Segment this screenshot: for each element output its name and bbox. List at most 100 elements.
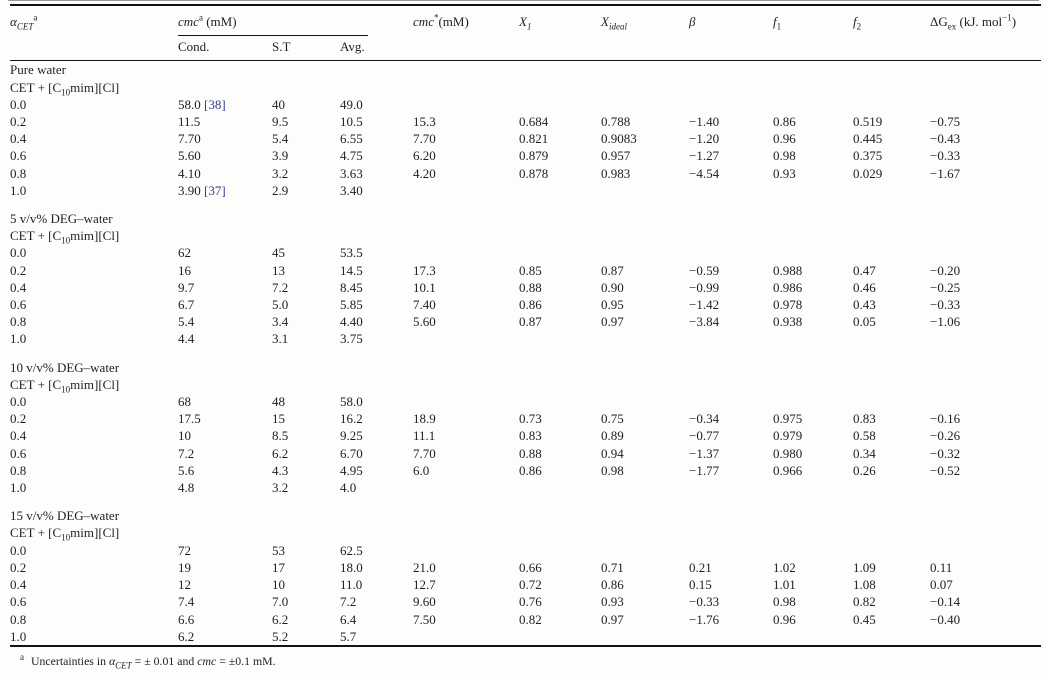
f1-symbol: f — [773, 14, 777, 29]
cell-cmc_star: 15.3 — [413, 114, 436, 130]
cell-avg: 14.5 — [340, 262, 363, 278]
beta-symbol: β — [689, 14, 696, 29]
cell-cond: 7.70 — [178, 131, 201, 147]
cell-f1 — [773, 393, 853, 410]
cell-avg: 4.75 — [340, 148, 363, 164]
table-header: αCETa cmca (mM) cmc*(mM) X1 Xideal β f1 … — [10, 5, 1042, 62]
cell-f1: 0.938 — [773, 314, 803, 330]
cell-xideal: 0.983 — [601, 165, 631, 181]
cell-dgex — [930, 628, 1041, 646]
table-row: 0.4 12 10 11.0 12.7 0.72 0.86 0.15 1.01 1.08 0.07 — [10, 576, 1041, 593]
cell-cond: 7.4 — [178, 594, 195, 610]
cell-f1: 0.986 — [773, 279, 803, 295]
cell-beta: −1.77 — [689, 462, 720, 478]
cell-beta: −1.42 — [689, 297, 720, 313]
cell-x1: 0.86 — [519, 297, 542, 313]
citation-ref[interactable]: [38] — [204, 96, 226, 112]
cell-st: 3.9 — [272, 148, 289, 164]
alpha-subscript: CET — [16, 21, 34, 32]
cell-dgex: −0.16 — [930, 411, 961, 427]
cell-f1 — [773, 542, 853, 559]
cell-cond: 5.60 — [178, 148, 201, 164]
cell-cmc_star: 17.3 — [413, 262, 436, 278]
cell-alpha: 0.8 — [10, 314, 27, 330]
cell-f2 — [853, 628, 930, 646]
cell-beta — [689, 330, 773, 347]
cell-x1: 0.73 — [519, 411, 542, 427]
cell-dgex: −0.40 — [930, 611, 961, 627]
cell-cmc_star — [413, 628, 519, 646]
section-system-cell: CET + [C10mim][Cl] — [10, 525, 120, 544]
cell-f1: 0.96 — [773, 131, 796, 147]
cell-st: 53 — [272, 542, 285, 558]
cell-xideal: 0.957 — [601, 148, 631, 164]
cell-f2: 0.58 — [853, 428, 876, 444]
cell-alpha: 0.6 — [10, 594, 27, 610]
dgex-symbol: ΔG — [930, 14, 948, 29]
cell-dgex — [930, 96, 1041, 113]
cell-cmc_star: 11.1 — [413, 428, 436, 444]
cell-f2: 0.43 — [853, 297, 876, 313]
cell-avg: 3.75 — [340, 331, 363, 347]
cell-dgex — [930, 479, 1041, 496]
section-spacer — [10, 348, 1041, 359]
citation-ref[interactable]: [37] — [204, 182, 226, 198]
cell-f2: 0.375 — [853, 148, 883, 164]
alpha-footnote-marker: a — [33, 12, 38, 23]
table-row: 0.2 17.5 15 16.2 18.9 0.73 0.75 −0.34 0.975 0.83 −… — [10, 410, 1041, 427]
cell-alpha: 0.6 — [10, 297, 27, 313]
cell-beta: −0.59 — [689, 262, 720, 278]
cell-xideal — [601, 479, 689, 496]
cell-cond: 6.7 — [178, 297, 195, 313]
cell-st: 17 — [272, 559, 285, 575]
cell-avg: 11.0 — [340, 577, 363, 593]
f2-symbol: f — [853, 14, 857, 29]
cell-st: 3.2 — [272, 165, 289, 181]
table-row: 0.2 16 13 14.5 17.3 0.85 0.87 −0.59 0.988 0.47 −0.… — [10, 262, 1041, 279]
footnote-text-2: = ± 0.01 and — [131, 653, 198, 668]
cell-cond: 58.0 [38] — [178, 96, 226, 112]
cell-xideal — [601, 96, 689, 113]
cell-alpha: 0.6 — [10, 148, 27, 164]
cell-cond: 11.5 — [178, 114, 201, 130]
cell-alpha: 1.0 — [10, 182, 27, 198]
cell-cond: 5.4 — [178, 314, 195, 330]
cell-alpha: 1.0 — [10, 480, 27, 496]
cell-st: 13 — [272, 262, 285, 278]
cell-st: 40 — [272, 96, 285, 112]
dgex-unit-open: (kJ. mol — [956, 14, 1003, 29]
cell-cmc_star — [413, 479, 519, 496]
cell-dgex — [930, 244, 1041, 261]
cell-cond: 3.90 [37] — [178, 182, 226, 198]
cell-alpha: 0.4 — [10, 279, 27, 295]
col-header-delta-g-ex: ΔGex (kJ. mol−1) — [930, 5, 1042, 62]
cell-dgex: −0.43 — [930, 131, 961, 147]
footnote-text-1: Uncertainties in — [31, 653, 109, 668]
cell-beta: −1.27 — [689, 148, 720, 164]
table-row: 0.2 11.5 9.5 10.5 15.3 0.684 0.788 −1.40 0.86 0.5… — [10, 113, 1041, 130]
cell-avg: 4.95 — [340, 462, 363, 478]
cell-dgex — [930, 330, 1041, 347]
cell-xideal: 0.788 — [601, 114, 631, 130]
cell-cond: 72 — [178, 542, 191, 558]
cell-xideal: 0.97 — [601, 611, 624, 627]
col-header-f1: f1 — [773, 5, 854, 62]
cell-xideal — [601, 542, 689, 559]
cell-cond: 17.5 — [178, 411, 201, 427]
cell-xideal: 0.98 — [601, 462, 624, 478]
cell-cmc_star: 5.60 — [413, 314, 436, 330]
cell-cmc_star: 7.70 — [413, 445, 436, 461]
cell-f1 — [773, 96, 853, 113]
cell-dgex: −0.75 — [930, 114, 961, 130]
section-system: CET + [C10mim][Cl] — [10, 227, 1041, 245]
cell-avg: 4.40 — [340, 314, 363, 330]
footnote-cmc: cmc — [197, 653, 217, 668]
dgex-unit-close: ) — [1011, 14, 1017, 29]
cell-beta — [689, 393, 773, 410]
cell-f1: 1.01 — [773, 577, 796, 593]
col-header-alpha-cet: αCETa — [10, 5, 178, 62]
cell-cmc_star — [413, 542, 519, 559]
table-row: 1.0 4.8 3.2 4.0 — [10, 479, 1041, 496]
cmc-star-unit: (mM) — [438, 14, 469, 29]
